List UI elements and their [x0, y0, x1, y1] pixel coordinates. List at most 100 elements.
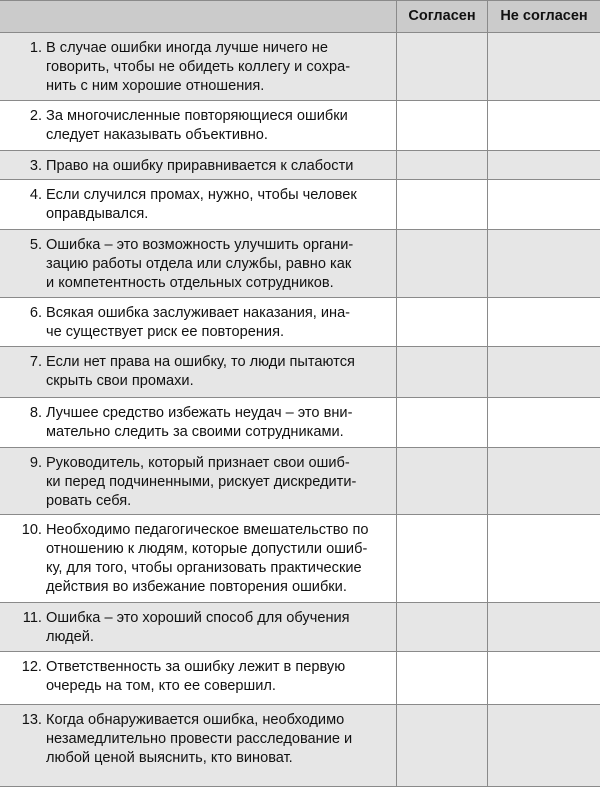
statement-line: очередь на том, кто ее совершил. [46, 678, 276, 694]
statement-line: следует наказывать объективно. [46, 127, 268, 143]
statement-line: зацию работы отдела или службы, равно ка… [46, 256, 352, 272]
statement-line: ки перед подчиненными, рискует дискредит… [46, 474, 357, 490]
statement-cell: 1. В случае ошибки иногда лучше ничего не… [0, 33, 397, 100]
statement-text: В случае ошибки иногда лучше ничего не го… [46, 39, 350, 96]
disagree-checkbox-cell[interactable] [488, 705, 600, 786]
table-row: 9. Руководитель, который признает свои ош… [0, 448, 600, 515]
statement-line: Если нет права на ошибку, то люди пытают… [46, 354, 355, 370]
disagree-checkbox-cell[interactable] [488, 448, 600, 514]
disagree-checkbox-cell[interactable] [488, 515, 600, 602]
statement-text: Ошибка – это возможность улучшить органи… [46, 236, 353, 293]
agree-checkbox-cell[interactable] [397, 347, 488, 397]
disagree-checkbox-cell[interactable] [488, 298, 600, 346]
statement-text: Право на ошибку приравнивается к слабост… [46, 157, 353, 176]
statement-line: любой ценой выяснить, кто виноват. [46, 750, 293, 766]
table-row: 6. Всякая ошибка заслуживает наказания, и… [0, 298, 600, 347]
statement-line: мательно следить за своими сотрудниками. [46, 424, 344, 440]
table-row: 11. Ошибка – это хороший способ для обуче… [0, 603, 600, 652]
statement-line: Право на ошибку приравнивается к слабост… [46, 158, 354, 174]
statement-line: Руководитель, который признает свои ошиб… [46, 455, 350, 471]
statement-line: Всякая ошибка заслуживает наказания, ина… [46, 305, 351, 321]
statement-line: За многочисленные повторяющиеся ошибки [46, 108, 348, 124]
item-number: 4. [29, 187, 42, 203]
statement-line: ровать себя. [46, 493, 132, 509]
statement-line: отношению к людям, которые допустили оши… [46, 541, 368, 557]
statement-cell: 6. Всякая ошибка заслуживает наказания, и… [0, 298, 397, 346]
agree-checkbox-cell[interactable] [397, 101, 488, 150]
agree-checkbox-cell[interactable] [397, 603, 488, 651]
statement-text: Если случился промах, нужно, чтобы челов… [46, 186, 357, 224]
item-number: 1. [29, 40, 42, 56]
statement-line: Когда обнаруживается ошибка, необходимо [46, 712, 345, 728]
statement-cell: 7. Если нет права на ошибку, то люди пыта… [0, 347, 397, 397]
statement-line: Лучшее средство избежать неудач – это вн… [46, 405, 353, 421]
statement-cell: 12. Ответственность за ошибку лежит в пер… [0, 652, 397, 704]
item-number: 6. [29, 305, 42, 321]
statement-line: В случае ошибки иногда лучше ничего не [46, 40, 328, 56]
statement-text: Когда обнаруживается ошибка, необходимо н… [46, 711, 352, 768]
disagree-checkbox-cell[interactable] [488, 398, 600, 447]
disagree-checkbox-cell[interactable] [488, 101, 600, 150]
statement-cell: 10. Необходимо педагогическое вмешательст… [0, 515, 397, 602]
statement-cell: 5. Ошибка – это возможность улучшить орга… [0, 230, 397, 297]
agree-checkbox-cell[interactable] [397, 705, 488, 786]
agree-checkbox-cell[interactable] [397, 652, 488, 704]
statement-line: ку, для того, чтобы организовать практич… [46, 560, 362, 576]
agree-checkbox-cell[interactable] [397, 230, 488, 297]
agree-checkbox-cell[interactable] [397, 398, 488, 447]
table-row: 10. Необходимо педагогическое вмешательст… [0, 515, 600, 603]
item-number: 8. [29, 405, 42, 421]
agree-checkbox-cell[interactable] [397, 298, 488, 346]
statement-text: Если нет права на ошибку, то люди пытают… [46, 353, 355, 391]
disagree-checkbox-cell[interactable] [488, 180, 600, 229]
item-number: 13. [21, 712, 42, 728]
statement-text: Ошибка – это хороший способ для обучения… [46, 609, 350, 647]
table-row: 5. Ошибка – это возможность улучшить орга… [0, 230, 600, 298]
disagree-checkbox-cell[interactable] [488, 230, 600, 297]
agree-checkbox-cell[interactable] [397, 151, 488, 179]
agree-checkbox-cell[interactable] [397, 180, 488, 229]
table-row: 1. В случае ошибки иногда лучше ничего не… [0, 33, 600, 101]
agree-checkbox-cell[interactable] [397, 33, 488, 100]
table-row: 8. Лучшее средство избежать неудач – это … [0, 398, 600, 448]
disagree-checkbox-cell[interactable] [488, 347, 600, 397]
statement-cell: 3. Право на ошибку приравнивается к слабо… [0, 151, 397, 179]
statement-line: и компетентность отдельных сотрудников. [46, 275, 334, 291]
statement-line: скрыть свои промахи. [46, 373, 194, 389]
statement-cell: 4. Если случился промах, нужно, чтобы че… [0, 180, 397, 229]
agree-checkbox-cell[interactable] [397, 515, 488, 602]
disagree-checkbox-cell[interactable] [488, 33, 600, 100]
table-row: 7. Если нет права на ошибку, то люди пыта… [0, 347, 600, 398]
item-number: 5. [29, 237, 42, 253]
statement-line: че существует риск ее повторения. [46, 324, 285, 340]
header-agree: Согласен [397, 1, 488, 32]
table-row: 4. Если случился промах, нужно, чтобы че… [0, 180, 600, 230]
item-number: 7. [29, 354, 42, 370]
statement-line: говорить, чтобы не обидеть коллегу и сох… [46, 59, 351, 75]
statement-text: За многочисленные повторяющиеся ошибки сл… [46, 107, 348, 145]
statement-text: Необходимо педагогическое вмешательство … [46, 521, 369, 597]
disagree-checkbox-cell[interactable] [488, 652, 600, 704]
table-row: 2. За многочисленные повторяющиеся ошибки… [0, 101, 600, 151]
statement-line: Ошибка – это хороший способ для обучения [46, 610, 350, 626]
statement-line: людей. [46, 629, 94, 645]
header-row: Согласен Не согласен [0, 0, 600, 33]
statement-line: действия во избежание повторения ошибки. [46, 579, 347, 595]
table-row: 3. Право на ошибку приравнивается к слабо… [0, 151, 600, 180]
statement-line: Если случился промах, нужно, чтобы челов… [46, 187, 357, 203]
statement-cell: 9. Руководитель, который признает свои ош… [0, 448, 397, 514]
item-number: 11. [22, 610, 42, 626]
table-row: 13. Когда обнаруживается ошибка, необходи… [0, 705, 600, 787]
statement-cell: 2. За многочисленные повторяющиеся ошибки… [0, 101, 397, 150]
disagree-checkbox-cell[interactable] [488, 603, 600, 651]
disagree-checkbox-cell[interactable] [488, 151, 600, 179]
statement-line: Ответственность за ошибку лежит в первую [46, 659, 346, 675]
statement-text: Всякая ошибка заслуживает наказания, ина… [46, 304, 350, 342]
item-number: 12. [21, 659, 42, 675]
agree-checkbox-cell[interactable] [397, 448, 488, 514]
statement-text: Руководитель, который признает свои ошиб… [46, 454, 356, 511]
item-number: 10. [21, 522, 42, 538]
statement-text: Лучшее средство избежать неудач – это вн… [46, 404, 352, 442]
statement-cell: 13. Когда обнаруживается ошибка, необходи… [0, 705, 397, 786]
statement-line: Необходимо педагогическое вмешательство … [46, 522, 369, 538]
